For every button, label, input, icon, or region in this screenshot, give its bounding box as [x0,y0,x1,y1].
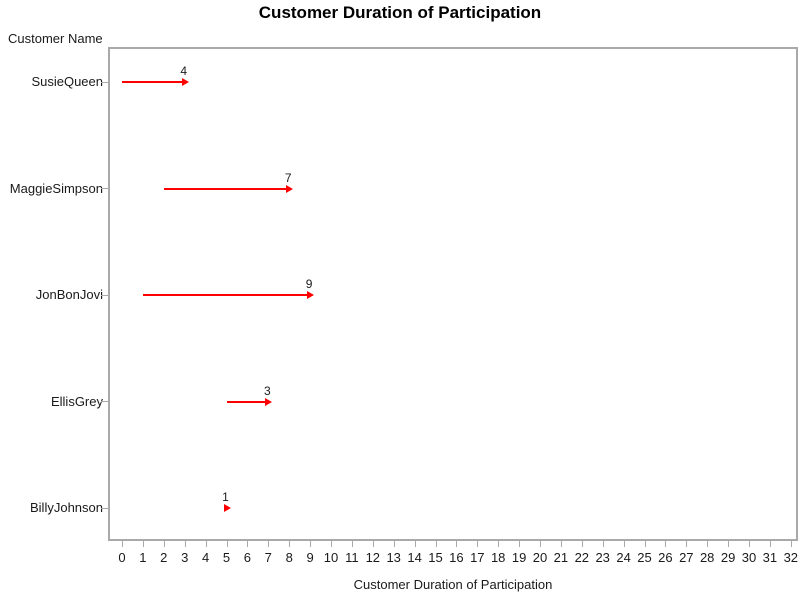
y-axis-title: Customer Name [8,31,103,46]
x-tick-label: 32 [783,550,799,565]
x-tick-label: 24 [616,550,631,565]
y-tick-label: SusieQueen [31,74,103,89]
x-tick-label: 17 [470,550,485,565]
x-tick [540,541,541,547]
x-tick-label: 31 [762,550,778,565]
x-tick [686,541,688,547]
arrow-head [286,184,294,193]
y-tick-label: EllisGrey [50,393,103,409]
value-label: 7 [284,170,292,185]
x-tick-label: 9 [306,550,314,565]
x-axis-title: Customer Duration of Participation [353,577,553,592]
x-tick-label: 0 [118,550,126,565]
x-tick [205,541,207,547]
x-tick-label: 13 [386,550,401,565]
x-tick-label: 30 [741,550,757,565]
x-tick [456,541,458,547]
value-label: 1 [222,490,229,504]
x-tick-label: 15 [428,550,443,565]
arrow-line [122,81,185,83]
arrow-line [142,294,311,296]
x-tick-label: 5 [222,550,231,565]
y-tick [101,401,108,402]
value-label: 3 [263,383,271,398]
x-tick [184,541,186,547]
x-tick [707,541,709,547]
x-tick [414,541,416,547]
x-tick-label: 20 [532,550,548,565]
y-tick-label: MaggieSimpson [9,180,103,196]
x-tick [665,541,667,547]
x-tick [331,541,332,547]
x-tick-label: 28 [699,550,715,565]
arrow-head [223,504,231,512]
arrow-head [265,397,273,406]
x-tick-label: 14 [407,550,422,565]
y-tick-label: JonBonJovi [35,287,103,302]
x-tick [749,541,750,547]
x-tick [310,541,312,547]
x-tick-label: 2 [160,550,168,565]
x-tick [498,541,500,547]
x-tick [435,541,437,547]
x-tick-label: 3 [181,550,189,565]
x-tick-label: 7 [264,550,272,565]
x-tick [351,541,353,547]
x-tick [728,541,730,547]
x-tick-label: 27 [679,550,694,565]
x-tick-label: 22 [574,550,590,565]
arrow-head [181,78,189,86]
chart-title: Customer Duration of Participation [258,3,542,22]
x-tick-label: 4 [201,550,210,565]
x-tick [477,541,479,547]
y-tick [101,507,108,509]
x-tick [247,541,249,547]
x-tick-label: 1 [139,550,147,565]
arrow-line [226,400,269,403]
y-tick-label: BillyJohnson [30,500,103,515]
x-tick-label: 10 [323,550,339,565]
y-tick [101,188,108,189]
x-tick-label: 29 [720,550,736,565]
x-tick [623,541,625,547]
x-tick [142,541,144,547]
x-tick-label: 16 [449,550,464,565]
x-tick-label: 25 [637,550,652,565]
x-tick-label: 11 [345,550,359,565]
arrow-head [307,291,315,299]
x-tick-label: 8 [285,550,293,565]
x-tick-label: 18 [490,550,506,565]
x-tick-label: 19 [511,550,527,565]
x-tick [372,541,374,547]
y-tick [101,81,108,83]
x-tick [289,541,291,547]
arrow-line [163,187,290,190]
y-tick [101,294,108,296]
x-tick-label: 12 [365,550,381,565]
x-tick [602,541,604,547]
x-tick [226,541,228,547]
x-tick [393,541,395,547]
value-label: 4 [180,64,188,78]
x-tick-label: 21 [553,550,569,565]
value-label: 9 [305,277,313,291]
x-tick-label: 26 [658,550,673,565]
x-tick-label: 6 [243,550,251,565]
x-tick [268,541,270,547]
x-tick [122,541,123,547]
x-tick [581,541,583,547]
x-tick [769,541,771,547]
x-tick [644,541,646,547]
x-tick [790,541,792,547]
x-tick [560,541,562,547]
x-tick [519,541,521,547]
x-tick [163,541,165,547]
x-tick-label: 23 [595,550,610,565]
